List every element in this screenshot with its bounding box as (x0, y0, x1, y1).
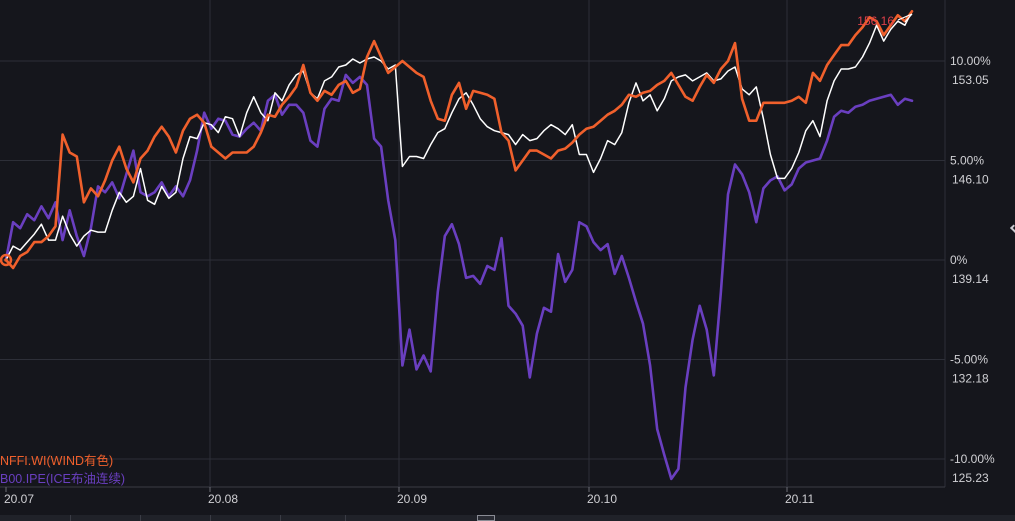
series-line-wind-nonferrous (4, 10, 914, 270)
toolbar-tab[interactable] (0, 515, 71, 521)
y-tick-label-value: 132.18 (952, 372, 989, 386)
series-line-ice-brent (4, 73, 914, 481)
y-tick-label-pct: 5.00% (950, 154, 984, 168)
y-tick-label-pct: -10.00% (950, 452, 995, 466)
toolbar-tab[interactable] (280, 515, 346, 521)
last-point-arrow (897, 13, 913, 23)
x-axis-labels: 20.07 20.08 20.09 20.10 20.11 (4, 487, 814, 506)
y-tick-label-pct: 10.00% (950, 54, 991, 68)
bottom-toolbar (0, 515, 1015, 521)
y-axis-labels: 10.00% 153.05 5.00% 146.10 0% 139.14 -5.00% 132… (950, 54, 995, 485)
scroll-toggle-button[interactable] (477, 515, 495, 521)
x-tick-label: 20.09 (397, 492, 427, 506)
toolbar-tab[interactable] (140, 515, 211, 521)
toolbar-tab[interactable] (210, 515, 281, 521)
x-tick-label: 20.11 (785, 492, 814, 506)
last-value-label: 156.16 (857, 14, 894, 28)
y-tick-label-value: 139.14 (952, 272, 989, 286)
legend-entry-ice-brent[interactable]: B00.IPE(ICE布油连续) (0, 471, 125, 486)
y-tick-label-value: 153.05 (952, 73, 989, 87)
y-tick-label-pct: -5.00% (950, 353, 988, 367)
y-tick-label-value: 146.10 (952, 173, 989, 187)
toolbar-tab[interactable] (70, 515, 141, 521)
x-tick-label: 20.10 (587, 492, 617, 506)
x-tick-label: 20.07 (4, 492, 34, 506)
x-tick-label: 20.08 (208, 492, 238, 506)
start-point-marker (0, 253, 13, 267)
legend: NFFI.WI(WIND有色) B00.IPE(ICE布油连续) (0, 453, 125, 486)
series-lines (4, 10, 914, 481)
legend-entry-wind-nonferrous[interactable]: NFFI.WI(WIND有色) (0, 453, 113, 468)
start-circle (0, 253, 13, 267)
grid-lines (0, 0, 946, 488)
start-dot (4, 258, 8, 262)
y-tick-label-pct: 0% (950, 253, 968, 267)
y-tick-label-value: 125.23 (952, 471, 989, 485)
